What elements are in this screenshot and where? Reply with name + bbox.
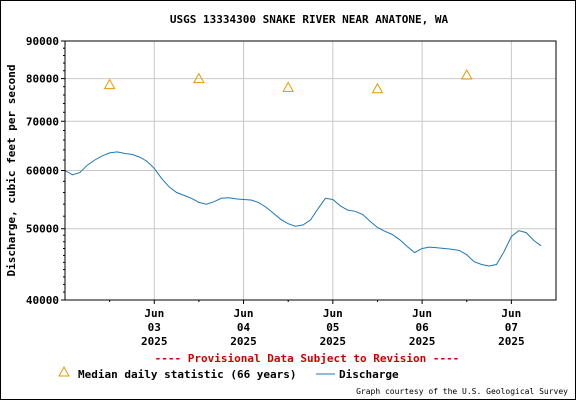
- grid-lines: [65, 40, 556, 301]
- x-tick-month: Jun: [323, 307, 343, 320]
- discharge-series-line: [64, 151, 542, 267]
- legend: Median daily statistic (66 years) Discha…: [58, 365, 399, 381]
- legend-median-label: Median daily statistic (66 years): [78, 368, 297, 381]
- x-tick-month: Jun: [144, 307, 164, 320]
- y-axis-ticks: 40000 50000 60000 70000 80000 90000: [26, 35, 65, 307]
- x-axis-ticks: Jun032025Jun042025Jun052025Jun062025Jun0…: [109, 300, 525, 348]
- y-tick-label: 60000: [26, 165, 59, 178]
- median-statistic-marker: [371, 82, 384, 94]
- median-statistic-marker: [460, 69, 473, 80]
- x-tick-month: Jun: [412, 307, 432, 320]
- x-tick-year: 2025: [320, 335, 347, 348]
- y-tick-label: 50000: [26, 223, 59, 236]
- x-tick-month: Jun: [501, 307, 521, 320]
- chart-title: USGS 13334300 SNAKE RIVER NEAR ANATONE, …: [170, 13, 449, 26]
- provisional-note: ---- Provisional Data Subject to Revisio…: [155, 352, 460, 365]
- legend-median-triangle-icon: [58, 365, 70, 377]
- legend-discharge-label: Discharge: [339, 368, 399, 381]
- series-layer: [64, 69, 542, 267]
- x-tick-day: 04: [237, 321, 251, 334]
- y-tick-label: 80000: [26, 73, 59, 86]
- x-tick-year: 2025: [141, 335, 168, 348]
- median-statistic-marker: [282, 81, 295, 93]
- x-tick-year: 2025: [409, 335, 436, 348]
- x-tick-day: 06: [415, 321, 429, 334]
- y-tick-label: 70000: [26, 115, 59, 128]
- x-tick-year: 2025: [230, 335, 257, 348]
- y-tick-label: 90000: [26, 35, 59, 48]
- x-tick-month: Jun: [234, 307, 254, 320]
- median-statistic-marker: [103, 78, 116, 90]
- median-statistic-marker: [193, 72, 205, 84]
- y-axis-label: Discharge, cubic feet per second: [5, 65, 18, 277]
- graph-credit: Graph courtesy of the U.S. Geological Su…: [356, 387, 568, 396]
- plot-area-border: [64, 40, 557, 301]
- y-tick-label: 40000: [26, 294, 59, 307]
- x-tick-day: 05: [326, 321, 339, 334]
- x-tick-year: 2025: [498, 335, 525, 348]
- x-tick-day: 07: [505, 321, 518, 334]
- x-tick-day: 03: [148, 321, 161, 334]
